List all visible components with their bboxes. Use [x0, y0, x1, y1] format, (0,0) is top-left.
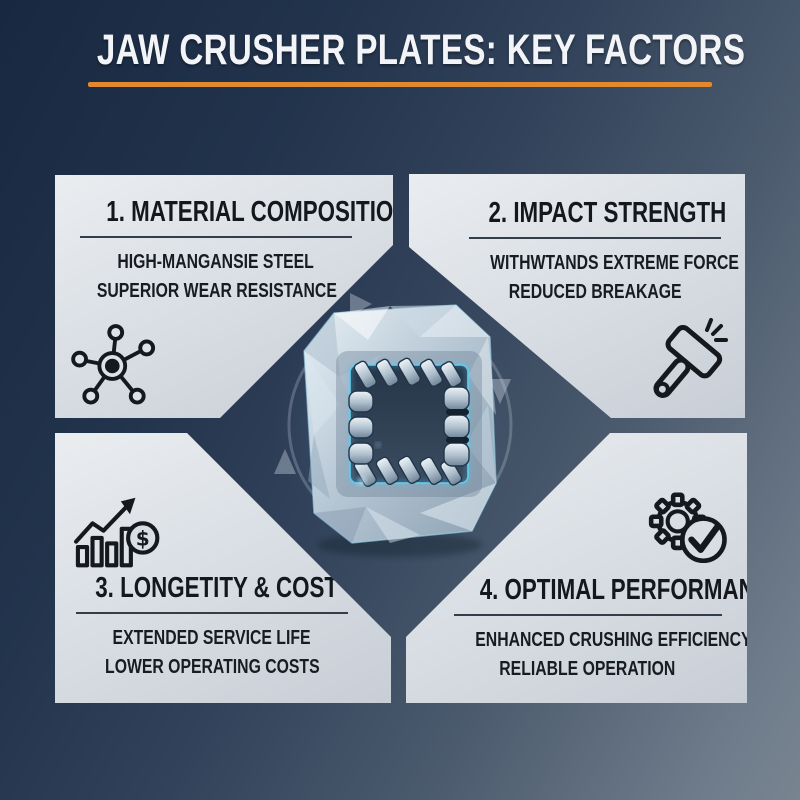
panel-4-heading: 4. OPTIMAL PERFORMANCE — [479, 574, 786, 606]
panel-3-text: 3. LONGETITY & COST EXTENDED SERVICE LIF… — [59, 572, 365, 681]
header: JAW CRUSHER PLATES: KEY FACTORS — [0, 26, 800, 88]
panel-4-line-1: ENHANCED CRUSHING EFFICIENCY — [475, 627, 752, 651]
panel-4-text: 4. OPTIMAL PERFORMANCE ENHANCED CRUSHING… — [434, 574, 786, 683]
title-accent-rule — [88, 82, 712, 88]
jaw-crusher-plate-3d — [270, 285, 530, 565]
panel-4-line-2: RELIABLE OPERATION — [499, 657, 676, 680]
panel-1-underline — [80, 235, 352, 238]
panel-3-line-1: EXTENDED SERVICE LIFE — [113, 625, 311, 649]
panel-4-underline — [453, 613, 722, 616]
panel-2-underline — [469, 236, 721, 239]
panel-2-line-1: WITHWTANDS EXTREME FORCE — [490, 250, 739, 274]
panel-1-line-2: SUPERIOR WEAR RESISTANCE — [96, 279, 337, 302]
panel-1-text: 1. MATERIAL COMPOSITION HIGH-MANGANSIE S… — [61, 196, 410, 305]
panel-2-heading: 2. IMPACT STRENGTH — [488, 197, 727, 229]
sparkle — [358, 477, 366, 485]
panel-2-text: 2. IMPACT STRENGTH WITHWTANDS EXTREME FO… — [453, 197, 739, 306]
crusher-teeth — [348, 357, 470, 487]
rotation-arrowheads-icon — [274, 293, 511, 474]
panel-3-underline — [76, 611, 348, 614]
gear-check-icon — [640, 481, 732, 569]
panel-1-heading: 1. MATERIAL COMPOSITION — [106, 196, 410, 228]
panel-1-line-1: HIGH-MANGANSIE STEEL — [117, 249, 315, 273]
molecule-icon — [71, 323, 157, 409]
hammer-icon — [631, 312, 731, 416]
growth-chart-dollar-icon: $ — [73, 485, 165, 569]
sparkle — [375, 442, 381, 448]
panel-2-line-2: REDUCED BREAKAGE — [508, 280, 682, 303]
svg-text:$: $ — [136, 526, 150, 550]
page-title: JAW CRUSHER PLATES: KEY FACTORS — [96, 26, 746, 74]
panel-3-heading: 3. LONGETITY & COST — [95, 572, 339, 604]
panel-3-line-2: LOWER OPERATING COSTS — [104, 655, 320, 678]
panel-material-composition: 1. MATERIAL COMPOSITION HIGH-MANGANSIE S… — [55, 175, 393, 418]
